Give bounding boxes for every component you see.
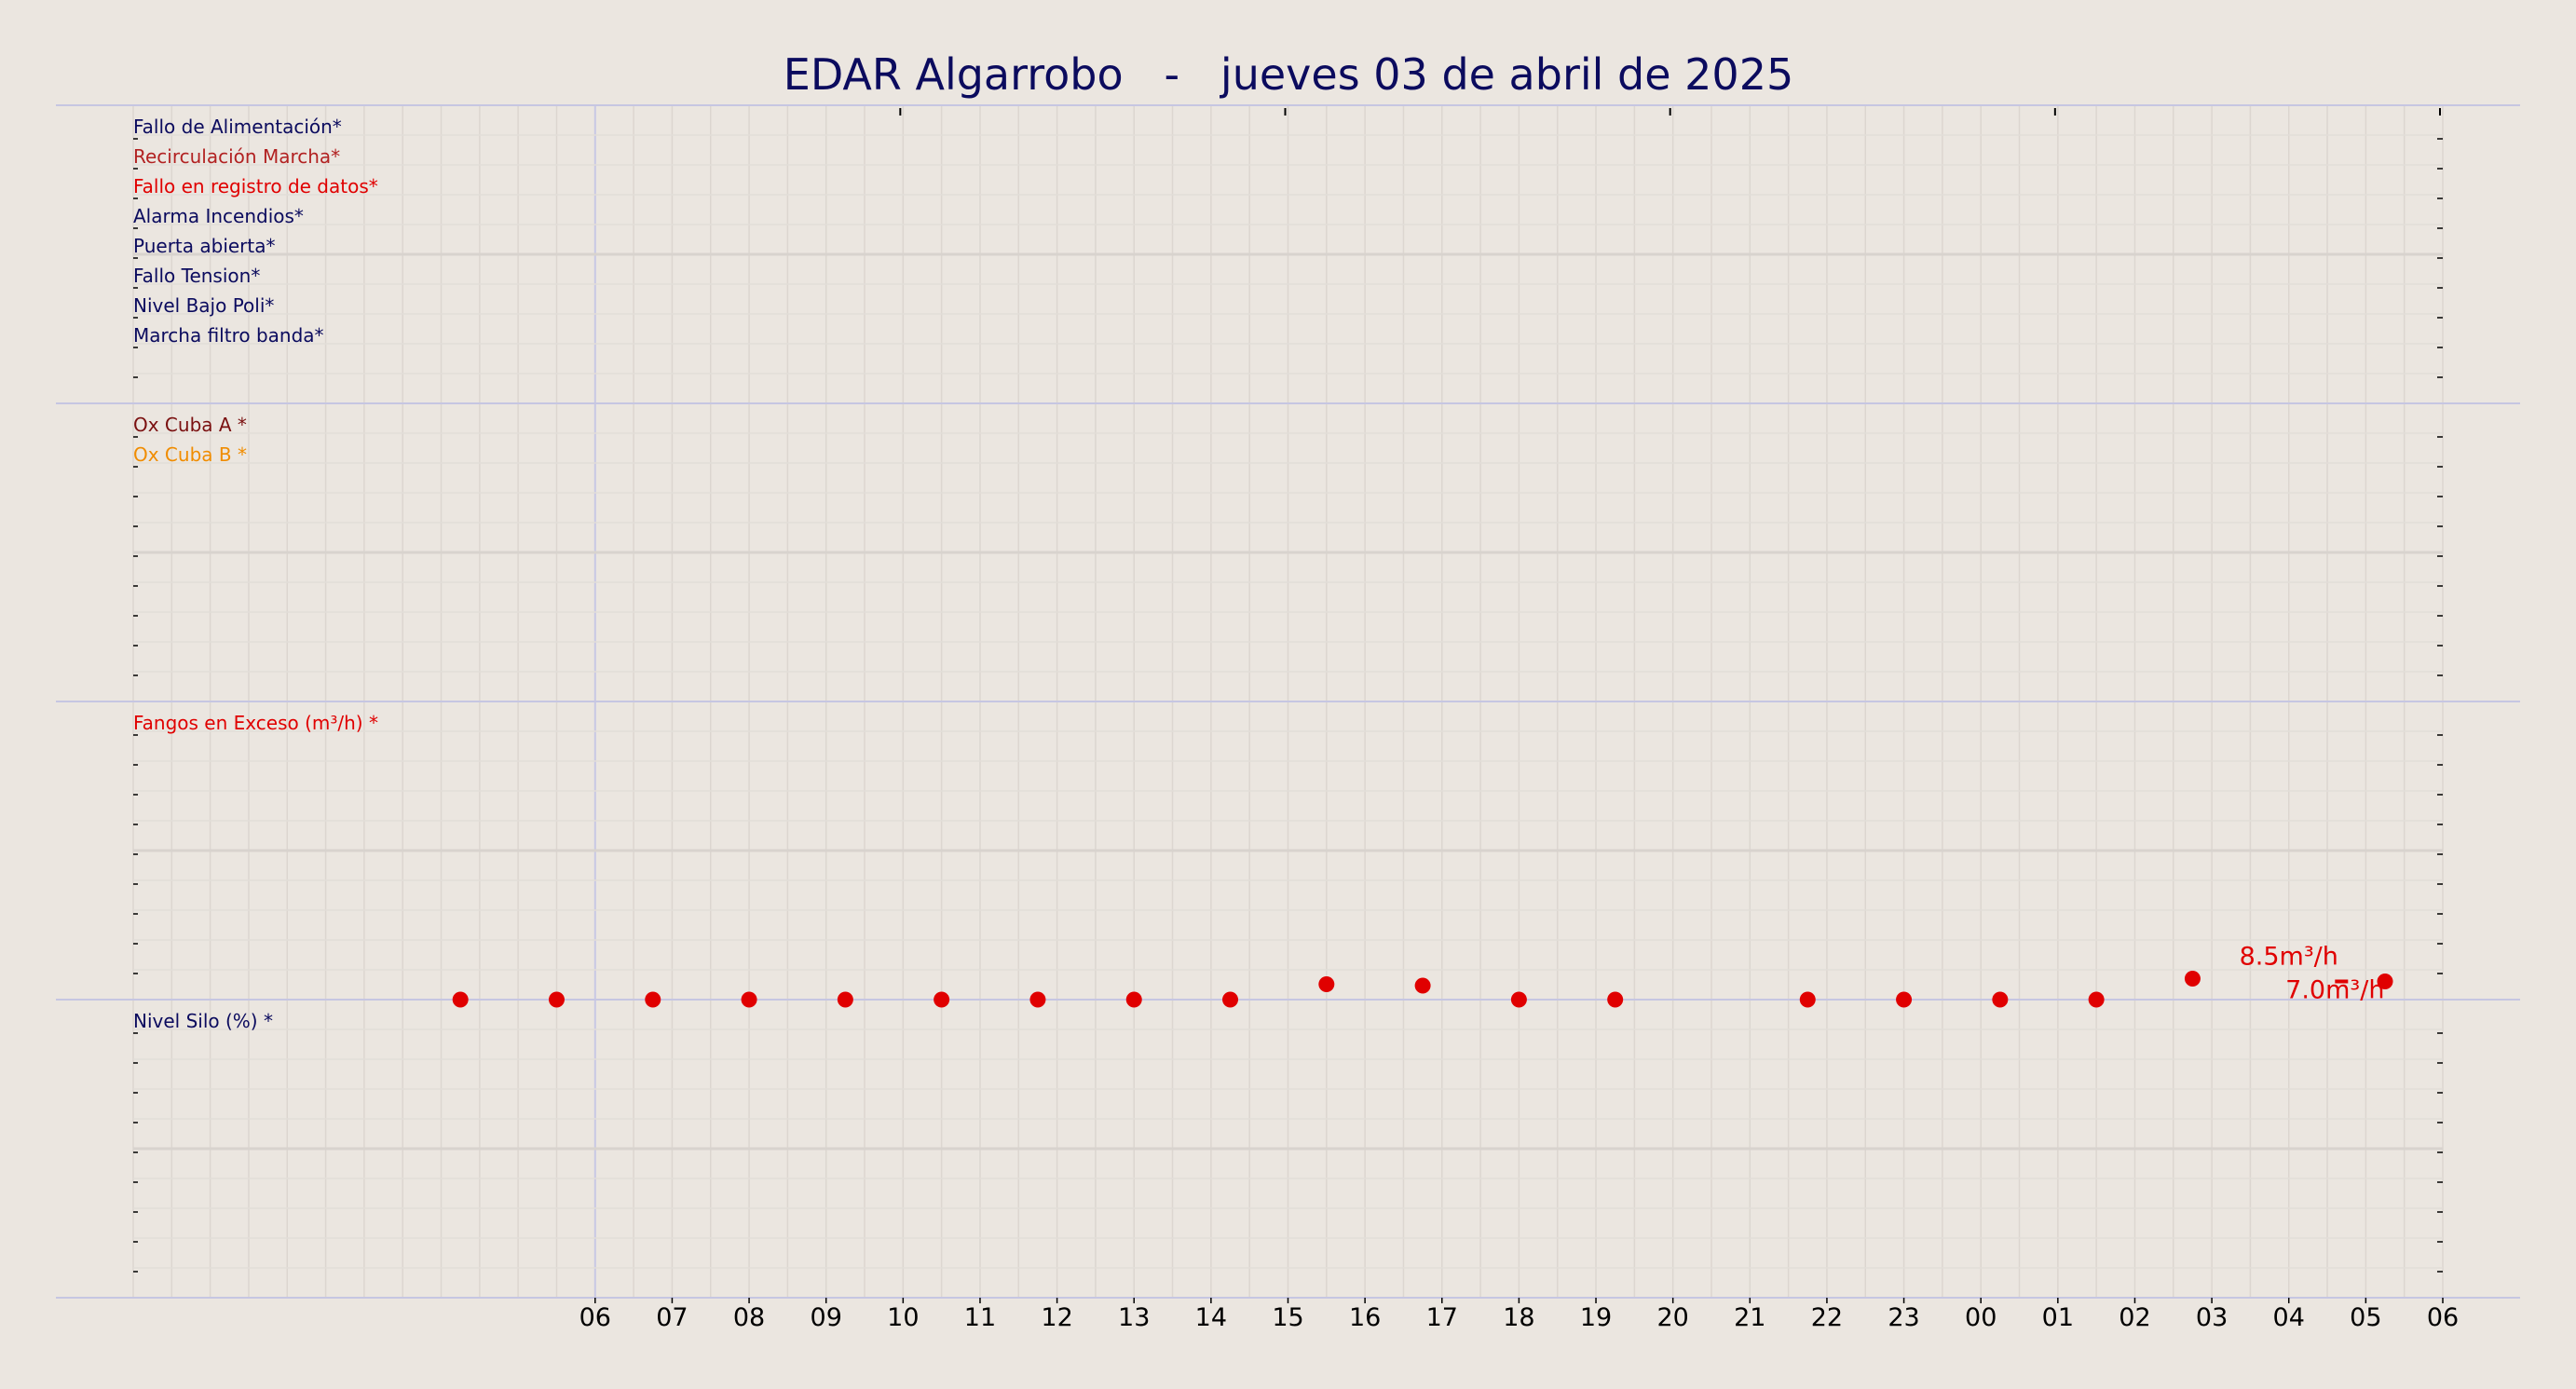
- data-point: [934, 991, 950, 1008]
- panel-label: Nivel Bajo Poli*: [133, 294, 274, 317]
- x-tick-label: 00: [1965, 1303, 1997, 1332]
- x-axis: 06 07 08 09 10 11 12 13 14 15 16 17 18 19 20 21 22 23 00 01…: [579, 1298, 2459, 1332]
- panel-label: Fangos en Exceso (m³/h) *: [133, 712, 378, 734]
- x-tick-label: 10: [887, 1303, 919, 1332]
- x-tick-label: 02: [2119, 1303, 2150, 1332]
- annotation-marker: [2335, 979, 2349, 984]
- data-point: [1222, 991, 1239, 1008]
- panel-label: Fallo en registro de datos*: [133, 175, 378, 197]
- panel-labels: Fallo de Alimentación* Recirculación Marc…: [133, 116, 378, 1032]
- data-point: [1029, 991, 1046, 1008]
- data-point: [1510, 991, 1527, 1008]
- data-point: [1799, 991, 1816, 1008]
- x-tick-label: 09: [811, 1303, 842, 1332]
- panel-label: Fallo Tension*: [133, 265, 260, 287]
- x-tick-label: 07: [656, 1303, 688, 1332]
- panel-label: Puerta abierta*: [133, 235, 276, 257]
- panel-label: Ox Cuba B *: [133, 443, 247, 466]
- x-tick-label: 23: [1888, 1303, 1919, 1332]
- data-point: [1414, 977, 1431, 994]
- data-point: [837, 991, 853, 1008]
- x-tick-label: 11: [964, 1303, 996, 1332]
- x-tick-label: 19: [1580, 1303, 1612, 1332]
- data-point: [645, 991, 661, 1008]
- x-tick-label: 12: [1041, 1303, 1072, 1332]
- data-point: [2088, 991, 2105, 1008]
- annotation-label: 8.5m³/h: [2240, 943, 2338, 972]
- data-point: [1896, 991, 1913, 1008]
- data-point: [1318, 976, 1335, 992]
- x-tick-label: 15: [1272, 1303, 1303, 1332]
- annotations: 8.5m³/h 7.0m³/h: [2240, 943, 2385, 1005]
- panel-label: Recirculación Marcha*: [133, 145, 340, 168]
- x-tick-label: 17: [1426, 1303, 1458, 1332]
- data-point: [1992, 991, 2009, 1008]
- x-tick-label: 21: [1734, 1303, 1765, 1332]
- x-tick-label: 06: [2427, 1303, 2459, 1332]
- x-tick-label: 05: [2350, 1303, 2381, 1332]
- x-tick-label: 18: [1503, 1303, 1534, 1332]
- y-ticks: [133, 108, 2443, 1273]
- x-tick-label: 06: [579, 1303, 611, 1332]
- x-tick-label: 14: [1195, 1303, 1227, 1332]
- data-point: [1125, 991, 1142, 1008]
- chart-title: EDAR Algarrobo - jueves 03 de abril de 2…: [784, 49, 1793, 100]
- data-point: [1607, 991, 1624, 1008]
- panel-label: Marcha filtro banda*: [133, 324, 324, 347]
- data-point: [548, 991, 565, 1008]
- panel-label: Nivel Silo (%) *: [133, 1010, 273, 1032]
- panel-label: Alarma Incendios*: [133, 205, 304, 227]
- x-tick-label: 16: [1349, 1303, 1381, 1332]
- x-tick-label: 08: [733, 1303, 765, 1332]
- panel-label: Fallo de Alimentación*: [133, 116, 342, 138]
- x-tick-label: 20: [1656, 1303, 1688, 1332]
- x-tick-label: 04: [2273, 1303, 2305, 1332]
- data-point: [2377, 974, 2393, 989]
- data-point: [452, 991, 469, 1008]
- data-point: [2184, 971, 2201, 987]
- x-tick-label: 13: [1118, 1303, 1150, 1332]
- annotation-label: 7.0m³/h: [2285, 976, 2384, 1005]
- x-tick-label: 01: [2042, 1303, 2074, 1332]
- panel-label: Ox Cuba A *: [133, 414, 247, 436]
- x-tick-label: 03: [2196, 1303, 2228, 1332]
- x-tick-label: 22: [1811, 1303, 1843, 1332]
- series-points: [452, 971, 2393, 1008]
- data-point: [741, 991, 757, 1008]
- panel-separators: [56, 104, 2520, 1299]
